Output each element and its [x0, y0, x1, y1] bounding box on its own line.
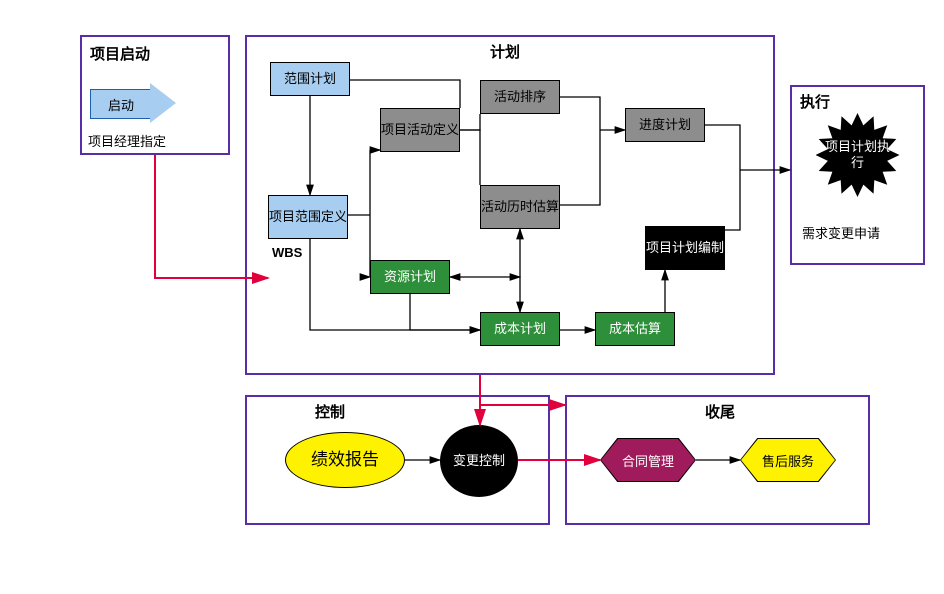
group-title-control: 控制	[315, 401, 345, 422]
group-title-startup: 项目启动	[90, 43, 150, 64]
wbs-label: WBS	[272, 245, 302, 260]
group-title-plan: 计划	[490, 41, 520, 62]
exec-star-label: 项目计划执行	[816, 139, 900, 170]
node-perf_report: 绩效报告	[285, 432, 405, 488]
node-activity_seq: 活动排序	[480, 80, 560, 114]
node-change_ctrl: 变更控制	[440, 425, 518, 497]
node-scope_plan: 范围计划	[270, 62, 350, 96]
node-schedule: 进度计划	[625, 108, 705, 142]
exec-starburst: 项目计划执行	[816, 113, 900, 197]
flowchart-canvas: 项目启动 计划执行控制 收尾 启动项目经理指定 WBS 范围计划项目范围定义项目活动定义活…	[0, 0, 944, 594]
group-title-close: 收尾	[705, 401, 735, 422]
hex-label: 售后服务	[741, 439, 835, 481]
node-contract: 合同管理	[600, 438, 696, 482]
startup-arrow: 启动	[90, 83, 180, 123]
node-activity_def: 项目活动定义	[380, 108, 460, 152]
startup-button-label: 启动	[90, 89, 152, 119]
exec-note: 需求变更申请	[802, 223, 880, 242]
group-title-execute: 执行	[800, 91, 830, 112]
hex-label: 合同管理	[601, 439, 695, 481]
startup-note: 项目经理指定	[88, 131, 166, 150]
node-activity_dur: 活动历时估算	[480, 185, 560, 229]
node-plan_make: 项目计划编制	[645, 226, 725, 270]
node-cost_est: 成本估算	[595, 312, 675, 346]
node-after_sale: 售后服务	[740, 438, 836, 482]
node-resource: 资源计划	[370, 260, 450, 294]
node-cost_plan: 成本计划	[480, 312, 560, 346]
node-scope_def: 项目范围定义	[268, 195, 348, 239]
